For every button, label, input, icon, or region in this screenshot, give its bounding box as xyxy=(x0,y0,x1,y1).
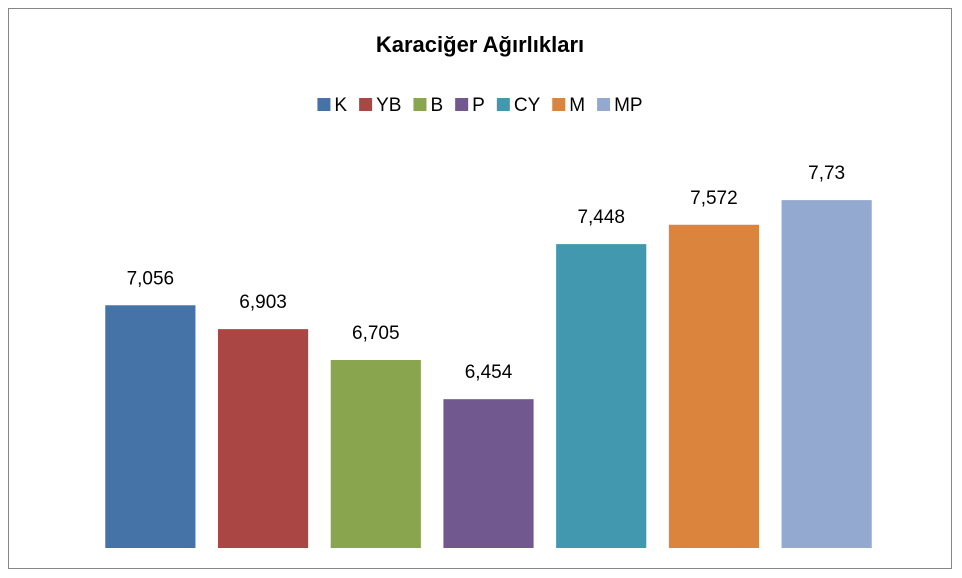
legend-swatch xyxy=(552,98,566,111)
legend-swatch xyxy=(496,98,510,111)
legend-swatch xyxy=(317,98,331,111)
legend-swatch xyxy=(597,98,611,111)
chart-title: Karaciğer Ağırlıkları xyxy=(376,32,584,57)
bar xyxy=(668,224,760,548)
legend-swatch xyxy=(359,98,373,111)
legend-label: B xyxy=(430,95,443,116)
data-label: 7,448 xyxy=(577,207,625,228)
bar xyxy=(556,244,647,548)
bar xyxy=(443,399,534,548)
data-label: 7,73 xyxy=(808,163,845,184)
legend-label: MP xyxy=(614,95,643,116)
legend-label: YB xyxy=(376,95,401,116)
legend: K YB B P CY M MP xyxy=(317,95,643,116)
bar xyxy=(217,329,309,548)
bar xyxy=(330,360,421,548)
bar xyxy=(105,305,196,548)
legend-label: K xyxy=(334,95,347,116)
data-label: 6,454 xyxy=(465,362,513,383)
bar xyxy=(781,200,872,548)
legend-label: M xyxy=(569,95,585,116)
data-label: 6,903 xyxy=(239,292,287,313)
legend-label: P xyxy=(472,95,485,116)
legend-label: CY xyxy=(514,95,541,116)
data-label: 7,056 xyxy=(127,268,175,289)
data-label: 7,572 xyxy=(690,188,738,209)
data-label: 6,705 xyxy=(352,323,400,344)
legend-swatch xyxy=(455,98,469,111)
legend-swatch xyxy=(413,98,427,111)
